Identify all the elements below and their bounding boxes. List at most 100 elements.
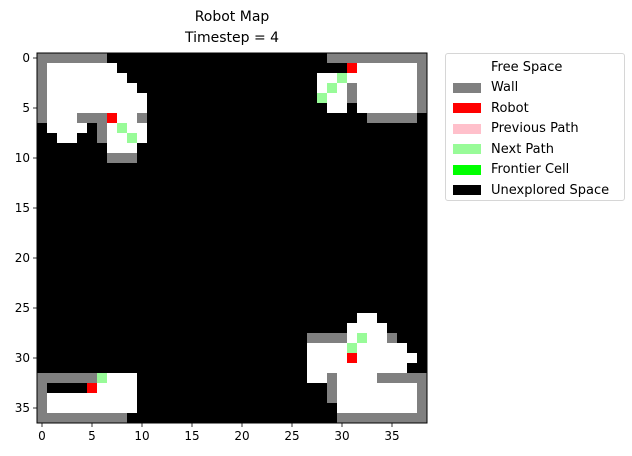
cell-unexplored-space xyxy=(417,213,428,224)
cell-unexplored-space xyxy=(237,323,248,334)
cell-unexplored-space xyxy=(127,283,138,294)
cell-unexplored-space xyxy=(107,343,118,354)
cell-wall xyxy=(87,373,98,384)
cell-unexplored-space xyxy=(257,293,268,304)
cell-unexplored-space xyxy=(327,323,338,334)
cell-wall xyxy=(37,413,48,424)
cell-free-space xyxy=(67,83,78,94)
cell-unexplored-space xyxy=(377,273,388,284)
cell-unexplored-space xyxy=(257,323,268,334)
cell-wall xyxy=(347,413,358,424)
cell-unexplored-space xyxy=(157,233,168,244)
cell-unexplored-space xyxy=(77,143,88,154)
cell-unexplored-space xyxy=(287,373,298,384)
cell-unexplored-space xyxy=(237,103,248,114)
cell-free-space xyxy=(397,383,408,394)
cell-unexplored-space xyxy=(317,283,328,294)
cell-unexplored-space xyxy=(247,213,258,224)
cell-unexplored-space xyxy=(197,73,208,84)
cell-unexplored-space xyxy=(397,293,408,304)
cell-unexplored-space xyxy=(187,173,198,184)
cell-unexplored-space xyxy=(247,53,258,64)
cell-free-space xyxy=(407,103,418,114)
cell-unexplored-space xyxy=(337,63,348,74)
cell-unexplored-space xyxy=(197,53,208,64)
cell-unexplored-space xyxy=(397,143,408,154)
cell-wall xyxy=(87,413,98,424)
cell-unexplored-space xyxy=(297,373,308,384)
cell-unexplored-space xyxy=(87,223,98,234)
legend-item: Unexplored Space xyxy=(453,180,609,200)
cell-unexplored-space xyxy=(37,153,48,164)
cell-unexplored-space xyxy=(237,63,248,74)
cell-unexplored-space xyxy=(117,243,128,254)
cell-unexplored-space xyxy=(257,383,268,394)
cell-free-space xyxy=(397,403,408,414)
cell-unexplored-space xyxy=(117,53,128,64)
cell-unexplored-space xyxy=(67,253,78,264)
cell-unexplored-space xyxy=(337,273,348,284)
cell-unexplored-space xyxy=(147,343,158,354)
cell-unexplored-space xyxy=(417,363,428,374)
x-tick-label: 30 xyxy=(334,429,349,443)
cell-unexplored-space xyxy=(417,243,428,254)
cell-wall xyxy=(37,383,48,394)
cell-unexplored-space xyxy=(347,273,358,284)
cell-unexplored-space xyxy=(347,203,358,214)
cell-free-space xyxy=(77,83,88,94)
cell-unexplored-space xyxy=(277,213,288,224)
cell-unexplored-space xyxy=(287,213,298,224)
cell-unexplored-space xyxy=(267,103,278,114)
cell-unexplored-space xyxy=(167,193,178,204)
cell-unexplored-space xyxy=(107,183,118,194)
cell-unexplored-space xyxy=(167,113,178,124)
cell-unexplored-space xyxy=(137,203,148,214)
cell-unexplored-space xyxy=(217,223,228,234)
cell-wall xyxy=(37,103,48,114)
cell-unexplored-space xyxy=(297,353,308,364)
cell-unexplored-space xyxy=(257,123,268,134)
cell-unexplored-space xyxy=(277,413,288,424)
cell-unexplored-space xyxy=(107,283,118,294)
cell-unexplored-space xyxy=(377,133,388,144)
cell-free-space xyxy=(347,333,358,344)
cell-unexplored-space xyxy=(157,253,168,264)
y-tick-label: 5 xyxy=(22,101,30,115)
cell-unexplored-space xyxy=(247,173,258,184)
cell-unexplored-space xyxy=(377,243,388,254)
cell-unexplored-space xyxy=(417,223,428,234)
cell-unexplored-space xyxy=(357,173,368,184)
cell-unexplored-space xyxy=(157,343,168,354)
x-tick-label: 20 xyxy=(234,429,249,443)
cell-unexplored-space xyxy=(187,323,198,334)
cell-unexplored-space xyxy=(237,293,248,304)
cell-free-space xyxy=(347,383,358,394)
cell-unexplored-space xyxy=(347,153,358,164)
cell-unexplored-space xyxy=(47,333,58,344)
cell-unexplored-space xyxy=(37,223,48,234)
cell-unexplored-space xyxy=(287,333,298,344)
cell-unexplored-space xyxy=(207,213,218,224)
cell-unexplored-space xyxy=(37,343,48,354)
cell-unexplored-space xyxy=(167,343,178,354)
cell-wall xyxy=(377,413,388,424)
cell-unexplored-space xyxy=(137,213,148,224)
cell-unexplored-space xyxy=(157,383,168,394)
cell-wall xyxy=(97,53,108,64)
cell-unexplored-space xyxy=(317,263,328,274)
cell-unexplored-space xyxy=(417,163,428,174)
cell-unexplored-space xyxy=(197,363,208,374)
cell-unexplored-space xyxy=(377,183,388,194)
cell-unexplored-space xyxy=(327,303,338,314)
cell-unexplored-space xyxy=(197,393,208,404)
cell-unexplored-space xyxy=(197,113,208,124)
cell-unexplored-space xyxy=(237,233,248,244)
cell-unexplored-space xyxy=(67,203,78,214)
cell-unexplored-space xyxy=(227,393,238,404)
cell-unexplored-space xyxy=(177,163,188,174)
cell-unexplored-space xyxy=(237,83,248,94)
cell-unexplored-space xyxy=(417,343,428,354)
cell-wall xyxy=(127,153,138,164)
cell-unexplored-space xyxy=(67,333,78,344)
